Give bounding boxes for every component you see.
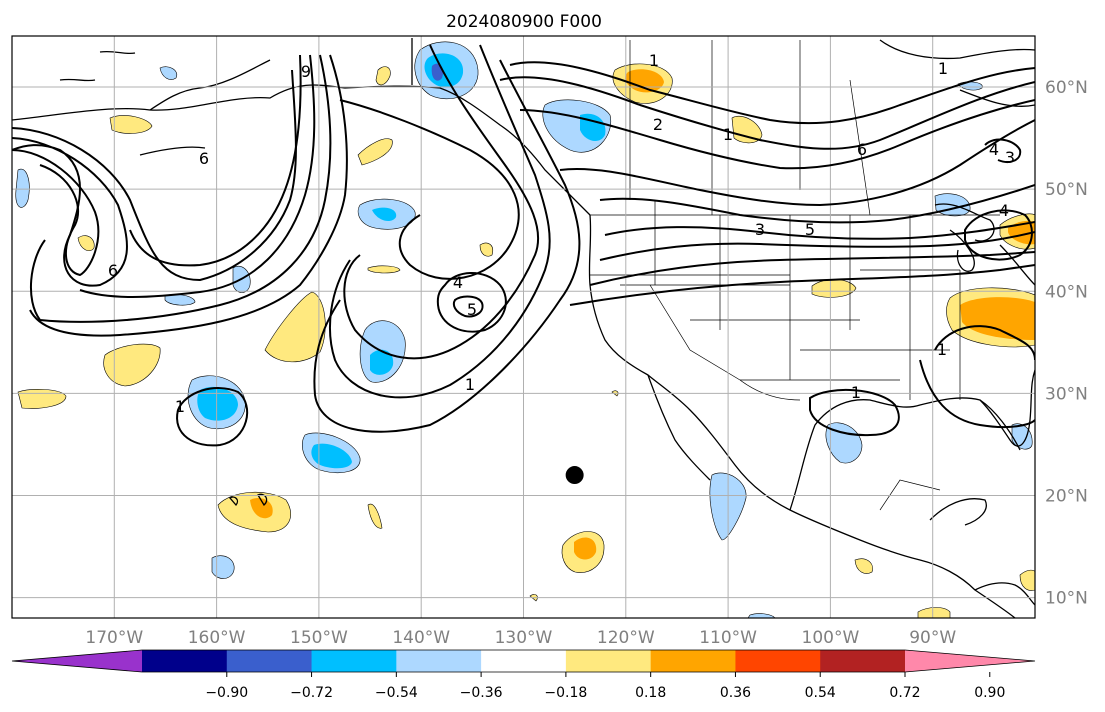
colorbar: −0.90 −0.72 −0.54 −0.36 −0.18 0.18 0.36 0.54 0.7… xyxy=(11,649,1036,701)
latitude-tick-labels: 60°N 50°N 40°N 30°N 20°N 10°N xyxy=(1045,78,1088,609)
longitude-tick-label: 130°W xyxy=(495,628,553,648)
positive-anomaly-patch xyxy=(1019,569,1035,591)
colorbar-tick-label: −0.18 xyxy=(544,685,587,701)
contour-label: 4 xyxy=(453,273,463,292)
negative-anomaly-patch-core xyxy=(370,349,394,375)
colorbar-tick-label: 0.18 xyxy=(635,685,666,701)
colorbar-segment xyxy=(142,650,228,672)
longitude-tick-label: 100°W xyxy=(802,628,860,648)
colorbar-segment xyxy=(735,650,821,672)
latitude-tick-label: 50°N xyxy=(1045,180,1088,200)
negative-anomaly-patch-core xyxy=(372,207,397,222)
colorbar-outline xyxy=(11,649,1036,673)
contour-label: 3 xyxy=(1005,148,1015,167)
latitude-tick-label: 30°N xyxy=(1045,384,1088,404)
positive-anomaly-patch xyxy=(367,503,383,529)
longitude-tick-label: 150°W xyxy=(290,628,348,648)
colorbar-tick-label: −0.54 xyxy=(375,685,418,701)
longitude-tick-label: 120°W xyxy=(597,628,655,648)
contour-label: 1 xyxy=(937,340,947,359)
negative-anomaly-patch xyxy=(825,422,863,464)
contour-label: 3 xyxy=(755,220,765,239)
latitude-tick-label: 40°N xyxy=(1045,282,1088,302)
contour-label: 1 xyxy=(465,375,475,394)
positive-anomaly-patch xyxy=(17,389,67,409)
contour-label: 4 xyxy=(989,140,999,159)
colorbar-tick-label: −0.36 xyxy=(460,685,503,701)
colorbar-extend-low xyxy=(12,650,142,672)
colorbar-segment xyxy=(481,650,567,672)
positive-anomaly-patch xyxy=(917,607,951,618)
colorbar-tick-label: −0.90 xyxy=(205,685,248,701)
contour-label: 1 xyxy=(851,383,861,402)
negative-anomaly-patch xyxy=(159,66,178,80)
colorbar-segment xyxy=(226,650,313,672)
contour-label: 1 xyxy=(649,51,659,70)
positive-anomaly-patch xyxy=(854,558,873,574)
positive-anomaly-patch xyxy=(103,343,161,387)
colorbar-segment xyxy=(650,650,736,672)
map-gridlines xyxy=(12,36,1035,618)
contour-label: 1 xyxy=(175,397,185,416)
contour-lines xyxy=(12,44,1035,447)
contour-label: 6 xyxy=(857,140,867,159)
contour-label: 9 xyxy=(301,62,311,81)
contour-label: 5 xyxy=(805,220,815,239)
colorbar-segment xyxy=(311,650,397,672)
positive-anomaly-patch xyxy=(264,291,326,363)
negative-anomaly-patch-core xyxy=(197,386,238,421)
latitude-tick-label: 20°N xyxy=(1045,486,1088,506)
latitude-tick-label: 60°N xyxy=(1045,78,1088,98)
positive-anomaly-patch xyxy=(109,115,153,134)
negative-anomaly-patch xyxy=(15,168,30,208)
colorbar-segment xyxy=(820,650,906,672)
positive-anomaly-patch-core xyxy=(574,537,597,560)
negative-anomaly-patch-core xyxy=(580,113,606,142)
colorbar-tick-label: −0.72 xyxy=(290,685,333,701)
negative-anomaly-patch xyxy=(747,613,776,618)
longitude-tick-label: 110°W xyxy=(699,628,757,648)
map-frame xyxy=(11,35,1036,619)
colorbar-segment xyxy=(396,650,482,672)
contour-label: 6 xyxy=(108,261,118,280)
contour-label: 4 xyxy=(999,201,1009,220)
positive-anomaly-patch xyxy=(77,235,95,251)
longitude-tick-label: 140°W xyxy=(392,628,450,648)
negative-anomaly-patch-core xyxy=(311,443,352,469)
positive-anomaly-patch xyxy=(367,265,401,274)
positive-anomaly-patch xyxy=(375,66,391,86)
colorbar-tick-label: 0.54 xyxy=(805,685,836,701)
map-area: 6 6 9 4 5 1 1 1 2 1 1 3 5 4 1 1 4 xyxy=(11,35,1036,619)
positive-anomaly-patch xyxy=(357,138,393,166)
contour-labels: 6 6 9 4 5 1 1 1 2 1 1 3 5 4 1 1 4 xyxy=(108,51,1015,416)
latitude-tick-label: 10°N xyxy=(1045,589,1088,609)
colorbar-tick-label: 0.36 xyxy=(720,685,751,701)
longitude-tick-label: 170°W xyxy=(85,628,143,648)
colorbar-segment xyxy=(565,650,652,672)
longitude-tick-labels: 170°W 160°W 150°W 140°W 130°W 120°W 110°W 100°W… xyxy=(85,628,956,648)
contour-label: 6 xyxy=(199,149,209,168)
longitude-tick-label: 90°W xyxy=(909,628,956,648)
contour-label: 2 xyxy=(653,115,663,134)
positive-anomaly-patch xyxy=(479,242,493,257)
colorbar-extend-high xyxy=(905,650,1035,672)
longitude-tick-label: 160°W xyxy=(188,628,246,648)
map-title: 2024080900 F000 xyxy=(446,12,602,32)
location-marker xyxy=(565,466,584,485)
positive-anomaly-patch-core xyxy=(250,497,273,519)
positive-anomaly-patch-core xyxy=(1008,220,1035,245)
contour-label: 1 xyxy=(938,59,948,78)
contour-label: 1 xyxy=(723,125,733,144)
colorbar-tick-label: 0.90 xyxy=(974,685,1005,701)
colorbar-tick-label: 0.72 xyxy=(889,685,920,701)
state-borders xyxy=(590,40,1000,511)
positive-anomaly-patch-core xyxy=(960,297,1035,340)
positive-anomaly-patch xyxy=(731,115,763,144)
contour-label: 5 xyxy=(467,300,477,319)
